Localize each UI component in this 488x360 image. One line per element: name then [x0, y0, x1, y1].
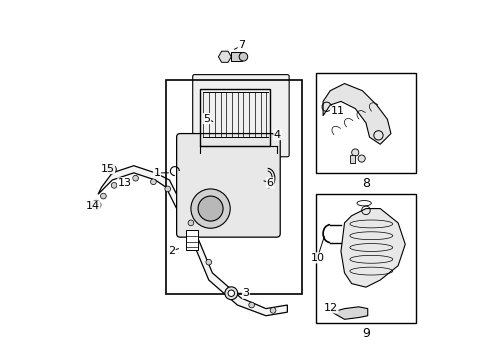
- Text: 6: 6: [266, 178, 273, 188]
- Bar: [349, 156, 354, 163]
- Circle shape: [227, 290, 234, 296]
- Text: 10: 10: [310, 253, 324, 263]
- Circle shape: [188, 220, 193, 226]
- Circle shape: [109, 167, 114, 171]
- Circle shape: [111, 183, 117, 188]
- FancyBboxPatch shape: [176, 134, 280, 237]
- Circle shape: [224, 287, 237, 300]
- Polygon shape: [340, 208, 405, 287]
- Text: 8: 8: [361, 177, 369, 190]
- Text: 3: 3: [242, 288, 249, 298]
- Circle shape: [190, 189, 230, 228]
- Circle shape: [132, 175, 138, 181]
- Text: 5: 5: [203, 113, 210, 123]
- Circle shape: [107, 165, 116, 174]
- Circle shape: [150, 179, 156, 185]
- Text: 9: 9: [361, 327, 369, 340]
- FancyBboxPatch shape: [192, 75, 288, 157]
- Circle shape: [164, 186, 170, 192]
- Text: 4: 4: [273, 130, 280, 140]
- Circle shape: [101, 193, 106, 199]
- Text: 7: 7: [238, 40, 244, 50]
- Circle shape: [351, 149, 358, 156]
- Bar: [315, 73, 415, 173]
- Circle shape: [94, 203, 98, 207]
- Circle shape: [205, 259, 211, 265]
- Circle shape: [357, 155, 365, 162]
- Bar: [185, 230, 198, 249]
- Text: 12: 12: [323, 303, 337, 313]
- Circle shape: [198, 196, 223, 221]
- Text: 14: 14: [86, 201, 100, 211]
- Bar: [231, 53, 242, 61]
- Circle shape: [91, 201, 101, 210]
- Text: 1: 1: [153, 168, 160, 178]
- Bar: [200, 89, 269, 146]
- Circle shape: [270, 307, 275, 313]
- Text: 15: 15: [101, 163, 115, 174]
- Text: 13: 13: [118, 178, 132, 188]
- Polygon shape: [331, 307, 367, 319]
- Polygon shape: [218, 51, 231, 62]
- Bar: [315, 194, 415, 323]
- Circle shape: [239, 53, 247, 61]
- Text: 2: 2: [168, 246, 175, 256]
- Polygon shape: [98, 166, 287, 316]
- Polygon shape: [323, 84, 390, 144]
- Text: 11: 11: [330, 107, 344, 116]
- Bar: [165, 80, 301, 294]
- Circle shape: [248, 302, 254, 308]
